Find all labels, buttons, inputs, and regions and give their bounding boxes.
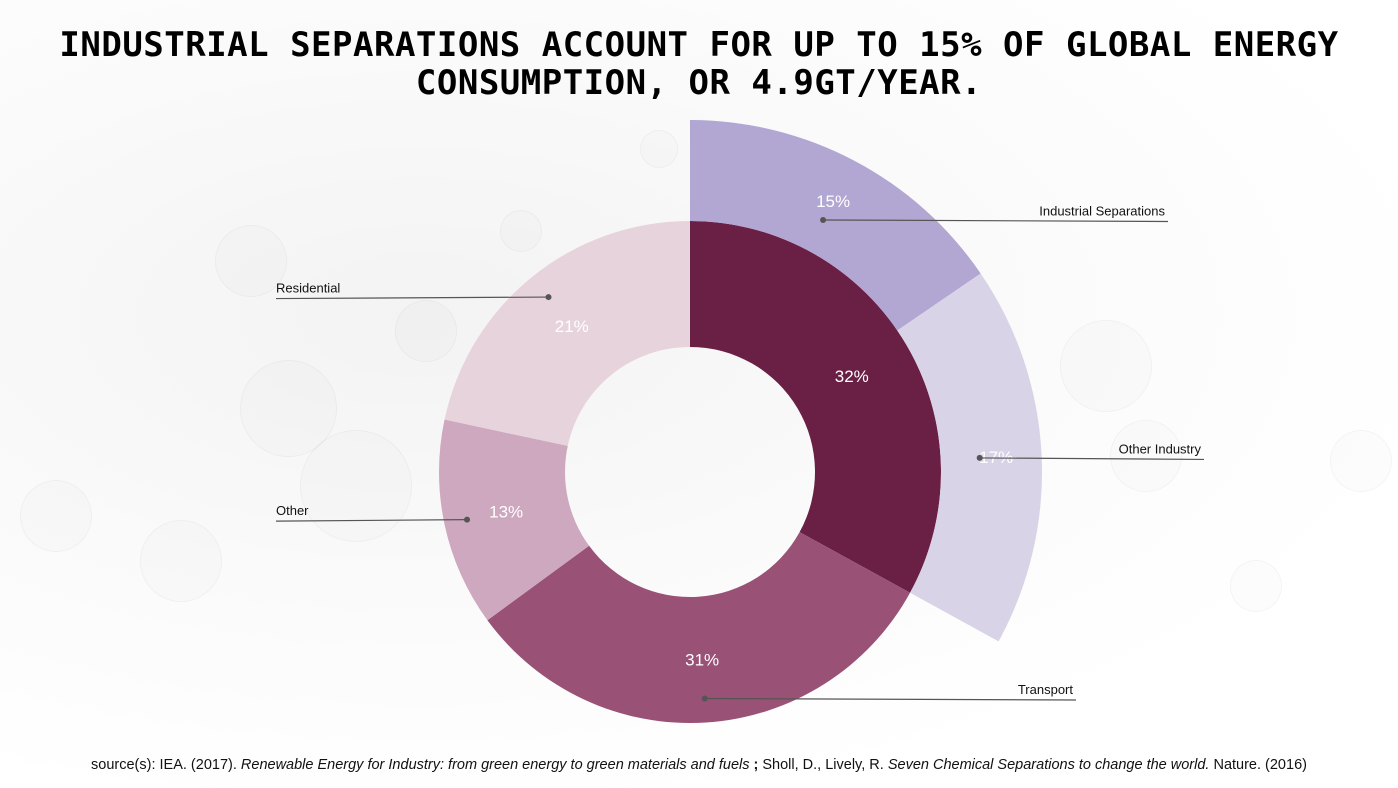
percent-label-industrial-separations: 15% (816, 192, 850, 211)
percent-label-transport: 31% (685, 651, 719, 670)
chart-title-line-2: CONSUMPTION, OR 4.9GT/YEAR. (415, 63, 983, 103)
inner-ring (439, 221, 941, 723)
leader-line-other-industry (979, 457, 1205, 461)
leader-dot-industrial-separations (820, 216, 827, 223)
leader-dot-transport (701, 695, 708, 702)
percent-label-industry: 32% (835, 367, 869, 386)
leader-line-industrial-separations (823, 219, 1169, 223)
slice-other (439, 419, 590, 621)
callout-residential: Residential (275, 281, 552, 301)
callout-label-other-industry: Other Industry (1119, 441, 1202, 456)
source-ref2-authors: Sholl, D., Lively, R. (762, 757, 888, 773)
leader-line-residential (275, 296, 549, 300)
percent-label-other: 13% (489, 502, 523, 521)
leader-line-transport (704, 697, 1077, 701)
callout-transport: Transport (701, 682, 1077, 702)
leader-line-other (275, 519, 468, 522)
source-ref2-suffix: Nature. (2016) (1209, 757, 1307, 773)
source-ref2-title: Seven Chemical Separations to change the… (887, 757, 1210, 773)
callout-other: Other (275, 503, 471, 523)
callout-label-residential: Residential (276, 281, 340, 296)
chart-title: INDUSTRIAL SEPARATIONS ACCOUNT FOR UP TO… (0, 26, 1398, 102)
callout-label-other: Other (276, 503, 309, 518)
leader-dot-residential (545, 294, 552, 301)
callout-labels: Industrial Separations Other Industry Tran… (275, 203, 1205, 702)
source-ref1-title: Renewable Energy for Industry: from gree… (240, 757, 750, 773)
slice-transport (487, 532, 911, 723)
leader-dot-other (464, 516, 471, 523)
chart-title-line-1: INDUSTRIAL SEPARATIONS ACCOUNT FOR UP TO… (59, 25, 1339, 65)
slice-industry (690, 221, 941, 593)
slice-industrial-separations (690, 120, 981, 331)
leader-dot-other-industry (976, 454, 983, 461)
callout-industrial-separations: Industrial Separations (820, 203, 1169, 223)
slice-other-industry (897, 273, 1042, 642)
slice-residential (444, 221, 690, 446)
percent-label-residential: 21% (555, 317, 589, 336)
source-separator: ; (749, 757, 763, 773)
callout-label-transport: Transport (1018, 682, 1074, 697)
source-citation: source(s): IEA. (2017). Renewable Energy… (0, 757, 1398, 773)
source-prefix: source(s): IEA. (2017). (91, 757, 241, 773)
callout-other-industry: Other Industry (976, 441, 1205, 461)
outer-ring (690, 120, 1042, 642)
callout-label-industrial-separations: Industrial Separations (1039, 203, 1165, 218)
